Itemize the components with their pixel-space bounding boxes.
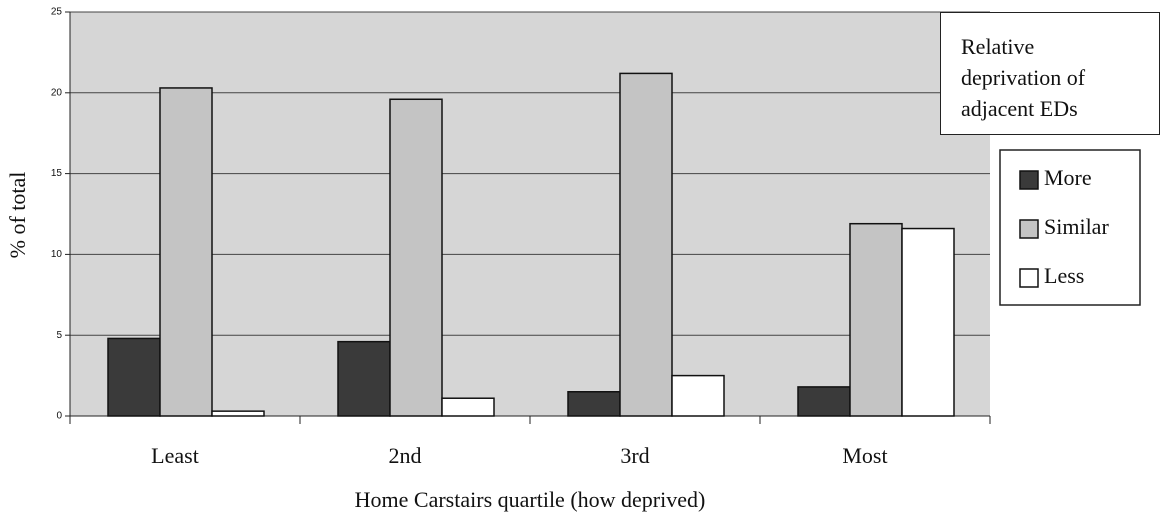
y-tick-label: 20 xyxy=(51,87,63,98)
bar xyxy=(159,87,213,417)
y-tick-label: 25 xyxy=(51,7,63,18)
plot-area xyxy=(70,12,990,416)
y-tick-label: 0 xyxy=(56,411,62,422)
bar xyxy=(107,337,161,417)
bar xyxy=(441,397,495,417)
legend-label: Similar xyxy=(1044,214,1109,239)
legend-swatch xyxy=(1019,219,1039,239)
bar xyxy=(797,386,851,417)
bar xyxy=(901,227,955,417)
y-tick-label: 15 xyxy=(51,168,63,179)
legend-label: More xyxy=(1044,165,1092,190)
bar xyxy=(337,340,391,417)
bar xyxy=(849,222,903,417)
x-tick-label: Least xyxy=(151,443,199,468)
legend-swatch xyxy=(1019,170,1039,190)
bar xyxy=(389,98,443,417)
legend-title: Relative deprivation of adjacent EDs xyxy=(940,12,1160,135)
legend-swatch xyxy=(1019,268,1039,288)
legend-label: Less xyxy=(1044,263,1084,288)
x-tick-label: 2nd xyxy=(389,443,422,468)
x-tick-label: Most xyxy=(842,443,887,468)
bar xyxy=(619,72,673,417)
y-axis-label: % of total xyxy=(5,172,30,259)
bar xyxy=(211,410,265,417)
x-axis-label: Home Carstairs quartile (how deprived) xyxy=(355,487,706,512)
x-tick-label: 3rd xyxy=(620,443,649,468)
bar xyxy=(567,391,621,417)
bar xyxy=(671,374,725,417)
y-tick-label: 5 xyxy=(56,330,62,341)
y-tick-label: 10 xyxy=(51,249,63,260)
